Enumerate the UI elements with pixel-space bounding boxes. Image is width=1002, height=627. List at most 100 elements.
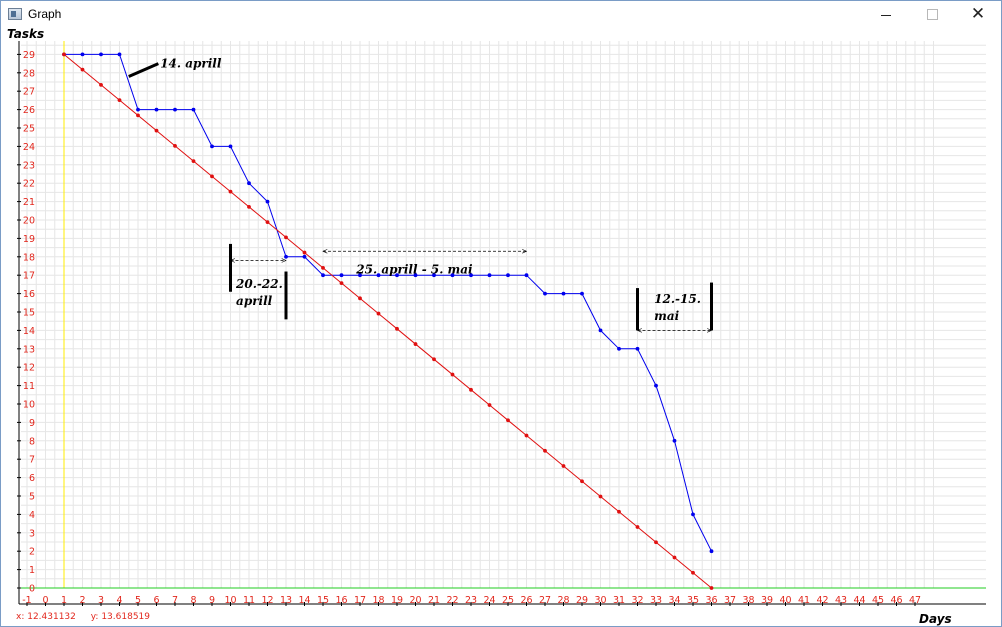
x-tick-labels: -1 0 1 2 3 4 5 6 7 8 9 10 11 12 13 14 15 16 17 18 19 20 21 22 23… xyxy=(22,595,921,606)
x-tick-label: 44 xyxy=(853,595,865,606)
x-tick-label: 9 xyxy=(209,595,215,606)
x-tick-label: 24 xyxy=(483,595,495,606)
close-button[interactable]: ✕ xyxy=(955,1,1001,27)
y-tick-label: 28 xyxy=(23,68,35,79)
y-tick-label: 22 xyxy=(23,179,35,190)
x-tick-label: 34 xyxy=(668,595,680,606)
data-point-actual xyxy=(487,273,492,278)
x-tick-label: 32 xyxy=(631,595,643,606)
data-point-ideal xyxy=(672,555,677,560)
y-tick-label: 3 xyxy=(29,528,35,539)
x-tick-label: 14 xyxy=(298,595,310,606)
data-point-ideal xyxy=(210,174,214,179)
data-point-actual xyxy=(469,273,473,278)
y-tick-labels: 0123456789101112131415161718192021222324… xyxy=(17,50,35,595)
x-tick-label: 1 xyxy=(61,595,67,606)
y-axis-label: Tasks xyxy=(7,27,44,41)
x-tick-label: 3 xyxy=(98,595,104,606)
x-tick-label: 21 xyxy=(428,595,440,606)
data-point-ideal xyxy=(487,403,492,407)
annotation-label-12-15-mai: mai xyxy=(654,309,679,323)
data-point-actual xyxy=(413,273,418,278)
x-tick-label: 6 xyxy=(153,595,159,606)
annotation-label-20-22-aprill: aprill xyxy=(236,294,273,308)
x-tick-label: 29 xyxy=(576,595,588,606)
x-tick-label: 37 xyxy=(724,595,736,606)
x-tick-label: 46 xyxy=(890,595,902,606)
annotation-label-20-22-aprill: 20.-22. xyxy=(235,277,283,291)
data-point-ideal xyxy=(450,372,455,377)
y-tick-label: 26 xyxy=(23,105,35,116)
x-tick-label: 36 xyxy=(705,595,717,606)
window-title: Graph xyxy=(28,7,62,21)
x-tick-label: 13 xyxy=(280,595,292,606)
data-point-actual xyxy=(580,291,584,296)
data-point-actual xyxy=(136,107,140,112)
y-tick-label: 8 xyxy=(29,436,35,447)
data-point-ideal xyxy=(376,311,381,316)
x-tick-label: 31 xyxy=(613,595,625,606)
x-axis-label: Days xyxy=(919,612,952,626)
y-tick-label: 25 xyxy=(23,124,35,135)
x-tick-label: 45 xyxy=(872,595,884,606)
x-tick-label: 25 xyxy=(502,595,514,606)
series-actual xyxy=(62,52,714,554)
data-point-actual xyxy=(284,254,288,259)
y-tick-label: 24 xyxy=(23,142,35,153)
data-point-actual xyxy=(228,144,233,149)
data-point-actual xyxy=(543,291,547,296)
data-point-ideal xyxy=(469,387,473,392)
data-point-actual xyxy=(450,273,455,278)
data-point-actual xyxy=(654,383,658,388)
y-tick-label: 29 xyxy=(23,50,35,61)
y-tick-label: 17 xyxy=(23,271,35,282)
y-tick-label: 0 xyxy=(29,584,35,595)
data-point-actual xyxy=(321,273,325,278)
y-tick-label: 4 xyxy=(29,510,35,521)
title-bar[interactable]: Graph ✕ xyxy=(1,1,1001,27)
data-point-ideal xyxy=(506,418,510,423)
x-tick-label: 4 xyxy=(116,595,122,606)
x-tick-label: 22 xyxy=(446,595,458,606)
y-tick-label: 21 xyxy=(23,197,35,208)
data-point-ideal xyxy=(228,189,233,194)
annotation-label-12-15-mai: 12.-15. xyxy=(654,292,701,306)
data-point-ideal xyxy=(247,204,251,209)
y-tick-label: 5 xyxy=(29,492,35,503)
grid xyxy=(21,41,986,589)
x-tick-label: 28 xyxy=(557,595,569,606)
data-point-actual xyxy=(154,107,159,112)
data-point-ideal xyxy=(654,540,658,545)
x-tick-label: 20 xyxy=(409,595,421,606)
data-point-actual xyxy=(358,273,362,278)
data-point-ideal xyxy=(80,67,85,72)
x-tick-label: 5 xyxy=(135,595,141,606)
annotation-label-25-aprill-5-mai: 25. aprill - 5. mai xyxy=(355,262,473,276)
data-point-actual xyxy=(210,144,214,149)
data-point-ideal xyxy=(691,570,695,575)
x-tick-label: 39 xyxy=(761,595,773,606)
data-point-actual xyxy=(117,52,122,57)
y-tick-label: 23 xyxy=(23,160,35,171)
y-tick-label: 6 xyxy=(29,473,35,484)
maximize-button[interactable] xyxy=(909,1,955,27)
x-tick-label: -1 xyxy=(22,595,31,606)
data-point-actual xyxy=(265,199,270,204)
data-point-ideal xyxy=(302,250,307,255)
y-tick-label: 1 xyxy=(29,565,35,576)
x-tick-label: 10 xyxy=(224,595,236,606)
series-ideal xyxy=(62,52,714,590)
annotations: 14. aprill 20.-22. aprill 25. aprill - 5. m… xyxy=(128,56,713,330)
x-tick-label: 33 xyxy=(650,595,662,606)
data-point-actual xyxy=(598,328,603,333)
annotation-pointer-14-aprill xyxy=(128,62,159,78)
x-tick-label: 35 xyxy=(687,595,699,606)
x-tick-label: 38 xyxy=(742,595,754,606)
x-tick-label: 43 xyxy=(835,595,847,606)
data-point-ideal xyxy=(321,265,325,270)
minimize-button[interactable] xyxy=(863,1,909,27)
data-point-actual xyxy=(524,273,529,278)
data-point-ideal xyxy=(635,525,640,529)
